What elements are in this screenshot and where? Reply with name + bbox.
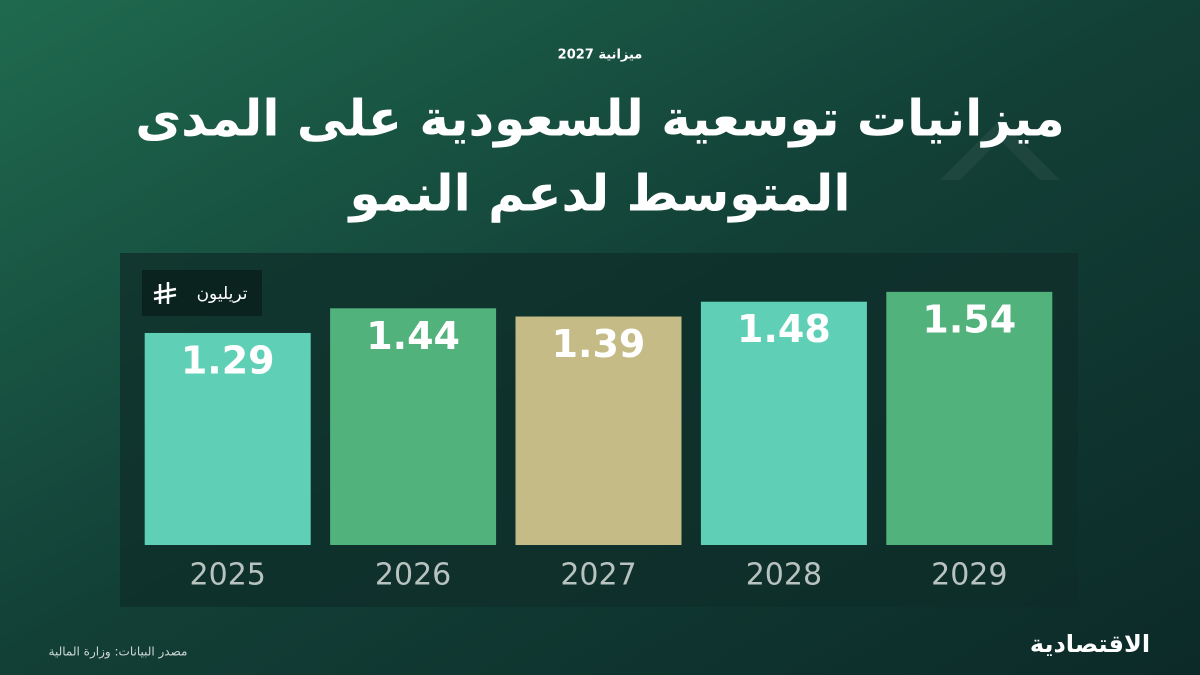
value-label: 1.29: [181, 338, 275, 382]
x-tick-label: 2026: [375, 558, 451, 593]
value-label: 1.39: [552, 322, 646, 366]
bar: [515, 316, 682, 545]
decor-arrow: [940, 120, 1060, 180]
x-tick-label: 2029: [931, 558, 1007, 593]
budget-logo: ميزانية 2027: [558, 48, 643, 63]
source-note: مصدر البيانات: وزارة المالية: [49, 645, 188, 660]
x-tick-label: 2025: [190, 558, 266, 593]
unit-label: تريليون: [197, 284, 248, 304]
bar: [886, 291, 1053, 545]
unit-box: [142, 270, 262, 316]
bar: [144, 332, 311, 545]
chart-title: المتوسط لدعم النمو: [347, 165, 851, 224]
chart-title: ميزانيات توسعية للسعودية على المدى: [135, 90, 1064, 149]
riyal-symbol: [153, 282, 177, 304]
x-tick-label: 2028: [746, 558, 822, 593]
x-tick-label: 2027: [560, 558, 636, 593]
value-label: 1.54: [922, 297, 1016, 341]
bar: [700, 301, 867, 545]
value-label: 1.48: [737, 307, 831, 351]
bar: [330, 308, 497, 545]
brand-logo: الاقتصادية: [1030, 630, 1150, 658]
value-label: 1.44: [366, 314, 460, 358]
